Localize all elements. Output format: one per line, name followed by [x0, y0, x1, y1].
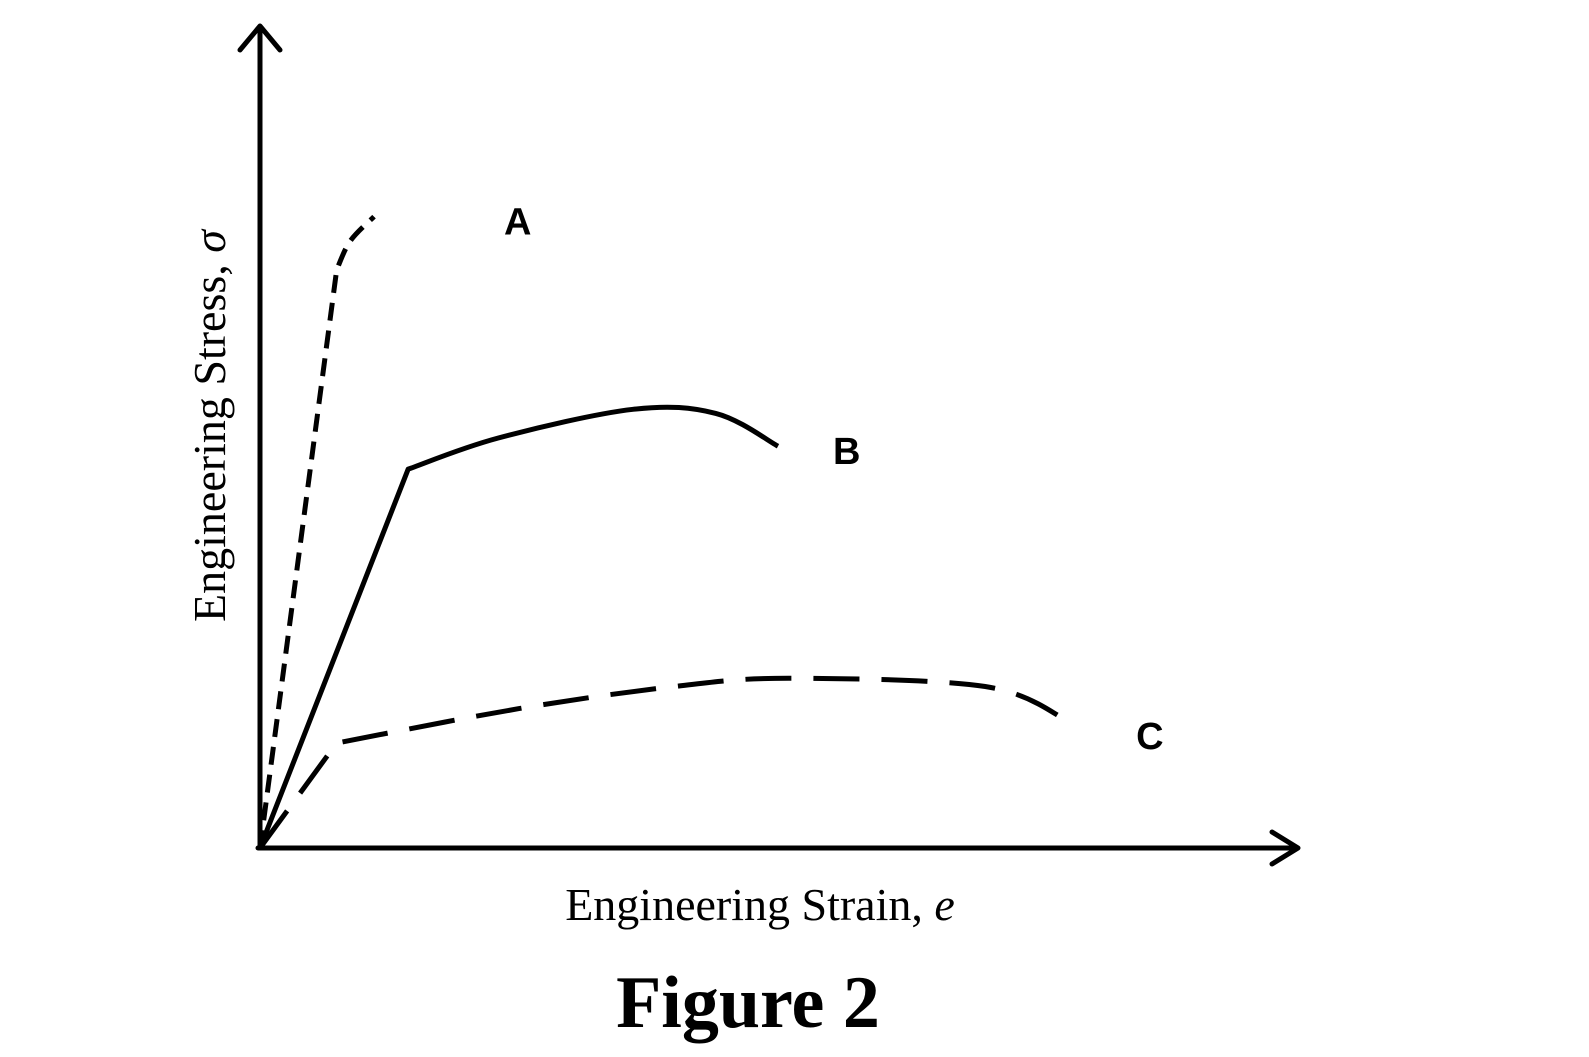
y-axis-label: Engineering Stress, σ: [184, 228, 235, 622]
series-c-line: [257, 675, 1070, 850]
series-b-label: B: [833, 431, 860, 473]
x-axis-label-text: Engineering Strain,: [565, 879, 934, 930]
y-axis-label-symbol: σ: [184, 228, 235, 253]
series-a-label: A: [504, 202, 531, 244]
figure-caption: Figure 2: [616, 962, 880, 1044]
series-a-line: [257, 214, 376, 849]
series-group: [257, 214, 1070, 850]
x-axis-label-symbol: e: [934, 879, 954, 930]
y-axis-arrowhead: [237, 23, 283, 53]
axes: [237, 23, 1301, 867]
y-axis-label-text: Engineering Stress,: [184, 253, 235, 622]
x-axis-label: Engineering Strain, e: [565, 879, 955, 930]
x-axis-arrowhead: [1269, 829, 1301, 867]
series-c-label: C: [1136, 716, 1163, 758]
series-b-line: [257, 404, 780, 849]
series-label-group: A B C: [504, 202, 1164, 758]
